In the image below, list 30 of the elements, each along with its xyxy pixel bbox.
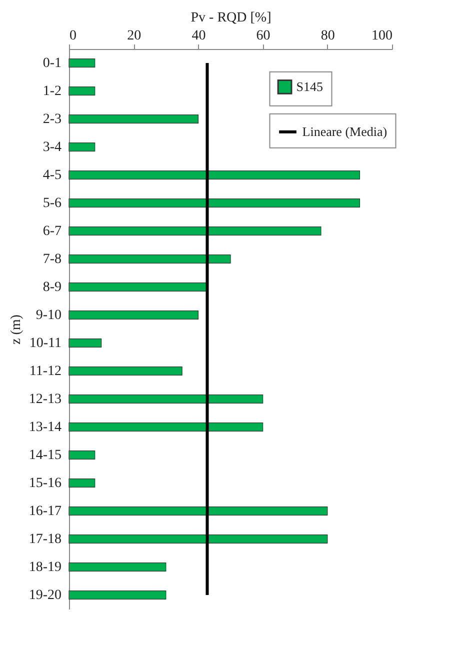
x-tick-label: 60: [256, 28, 270, 44]
y-tick-label: 14-15: [28, 448, 62, 463]
y-tick-label: 13-14: [28, 420, 62, 435]
y-tick-label: 3-4: [42, 140, 62, 155]
y-tick-label: 8-9: [42, 280, 62, 295]
y-tick-label: 10-11: [29, 336, 62, 351]
x-axis-title: Pv - RQD [%]: [190, 10, 272, 26]
y-tick-label: 12-13: [28, 392, 62, 407]
x-tick-label: 100: [372, 28, 392, 44]
y-tick-label: 1-2: [42, 84, 62, 99]
x-tick-label: 80: [320, 28, 335, 44]
y-tick-label: 7-8: [42, 252, 62, 267]
x-tick-label: 0: [70, 28, 76, 44]
x-tick-label: 20: [127, 28, 142, 44]
x-tick-label: 40: [192, 28, 206, 44]
y-tick-label: 5-6: [42, 196, 62, 211]
y-tick-label: 6-7: [42, 224, 62, 239]
y-tick-label: 4-5: [42, 168, 62, 183]
y-tick-label: 17-18: [28, 532, 62, 547]
legend-label: S145: [296, 78, 323, 94]
y-tick-label: 15-16: [28, 476, 62, 491]
y-tick-label: 9-10: [36, 308, 62, 323]
y-tick-label: 0-1: [42, 56, 62, 71]
y-tick-label: 2-3: [42, 112, 62, 127]
y-axis-title: z (m): [8, 314, 24, 344]
y-tick-label: 16-17: [28, 504, 62, 519]
y-tick-label: 19-20: [28, 588, 62, 603]
y-tick-label: 18-19: [28, 560, 62, 575]
y-tick-label: 11-12: [29, 364, 62, 379]
legend-label: Lineare (Media): [302, 124, 388, 139]
